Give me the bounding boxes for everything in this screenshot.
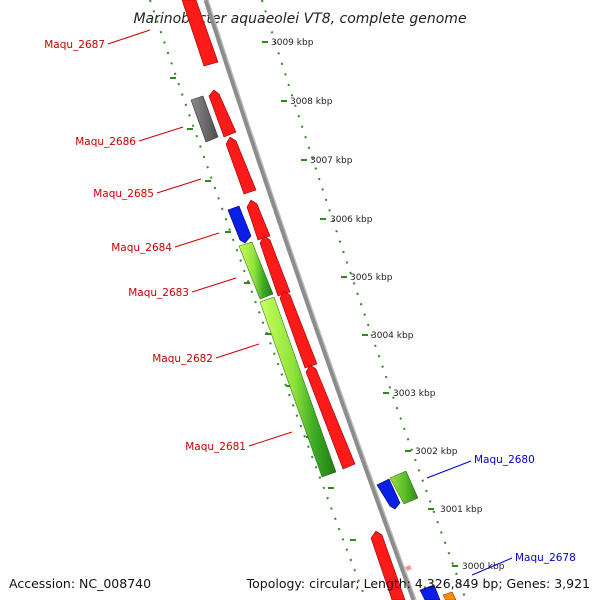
tick-label: 3008 kbp xyxy=(290,97,333,107)
gene-feature[interactable] xyxy=(246,199,271,241)
leader-line xyxy=(174,232,220,248)
inner-guide-arc xyxy=(149,0,367,600)
leader-line xyxy=(138,126,184,142)
leader-line xyxy=(156,178,202,194)
tick-label: 3005 kbp xyxy=(350,273,393,283)
gene-label-maqu-2682[interactable]: Maqu_2682 xyxy=(152,353,213,365)
gene-feature[interactable] xyxy=(225,136,257,195)
leader-line xyxy=(215,343,260,359)
genome-backbone xyxy=(203,0,417,600)
gene-feature[interactable] xyxy=(279,290,318,369)
gene-feature[interactable] xyxy=(419,584,441,600)
gene-feature[interactable] xyxy=(442,591,457,600)
gene-label-maqu-2684[interactable]: Maqu_2684 xyxy=(111,242,172,254)
tick-label: 3003 kbp xyxy=(393,389,436,399)
gene-feature[interactable] xyxy=(370,530,406,600)
gene-feature[interactable] xyxy=(181,0,219,67)
gene-label-maqu-2685[interactable]: Maqu_2685 xyxy=(93,188,154,200)
gene-feature[interactable] xyxy=(208,89,237,138)
tick-label: 3006 kbp xyxy=(330,215,373,225)
leader-line xyxy=(248,431,293,447)
tick-label: 3007 kbp xyxy=(310,156,353,166)
leader-line xyxy=(426,460,472,479)
leader-line xyxy=(471,557,513,576)
gene-feature[interactable] xyxy=(405,565,412,571)
gene-label-maqu-2681[interactable]: Maqu_2681 xyxy=(185,441,246,453)
gene-feature[interactable] xyxy=(238,241,274,300)
gene-feature[interactable] xyxy=(305,364,356,470)
outer-guide-arc xyxy=(261,0,467,600)
tick-label: 3004 kbp xyxy=(371,331,414,341)
gene-feature[interactable] xyxy=(259,296,337,478)
gene-label-maqu-2687[interactable]: Maqu_2687 xyxy=(44,39,105,51)
leader-line xyxy=(191,277,237,293)
gene-feature[interactable] xyxy=(376,478,401,510)
gene-label-maqu-2680[interactable]: Maqu_2680 xyxy=(474,454,535,466)
forward-strand-genes xyxy=(181,0,406,600)
accession-text: Accession: NC_008740 xyxy=(9,576,152,591)
tick-label: 3000 kbp xyxy=(462,562,505,572)
gene-feature[interactable] xyxy=(259,235,291,297)
gene-feature[interactable] xyxy=(227,205,252,244)
gene-label-maqu-2686[interactable]: Maqu_2686 xyxy=(75,136,136,148)
gene-label-maqu-2678[interactable]: Maqu_2678 xyxy=(515,552,576,564)
gene-label-maqu-2683[interactable]: Maqu_2683 xyxy=(128,287,189,299)
scale-ticks: 3009 kbp 3008 kbp 3007 kbp 3006 kbp 3005… xyxy=(262,38,505,572)
tick-label: 3001 kbp xyxy=(440,505,483,515)
gene-feature[interactable] xyxy=(389,470,419,505)
leader-line xyxy=(107,29,151,45)
gene-feature[interactable] xyxy=(190,95,219,143)
tick-label: 3002 kbp xyxy=(415,447,458,457)
reverse-strand-genes xyxy=(190,95,457,600)
tick-label: 3009 kbp xyxy=(271,38,314,48)
gene-labels: Maqu_2687 Maqu_2686 Maqu_2685 Maqu_2684 … xyxy=(44,29,576,576)
map-title: Marinobacter aquaeolei VT8, complete gen… xyxy=(133,11,466,27)
genome-summary-text: Topology: circular; Length: 4,326,849 bp… xyxy=(246,576,590,591)
